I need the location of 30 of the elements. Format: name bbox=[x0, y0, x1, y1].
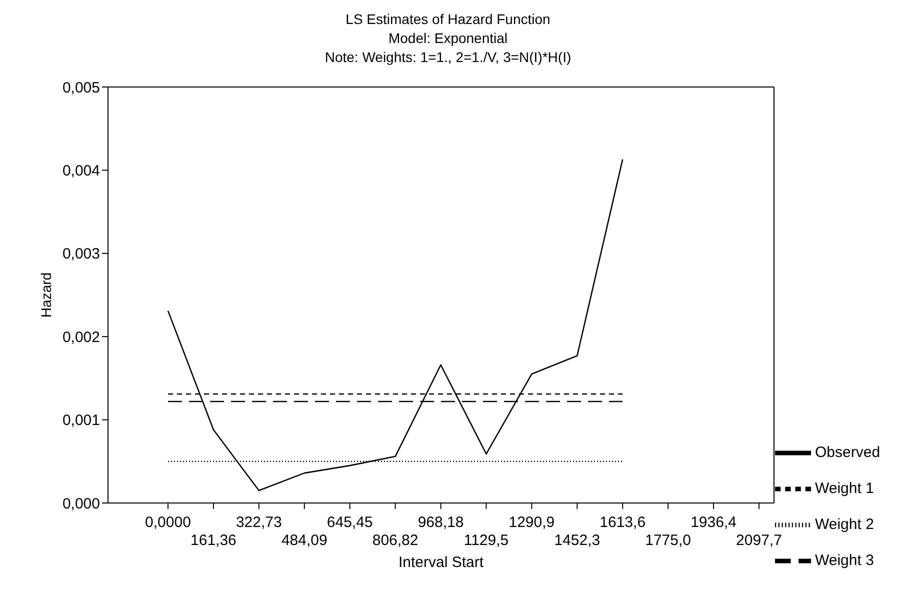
y-tick-label: 0,002 bbox=[62, 328, 100, 346]
chart-title: LS Estimates of Hazard Function bbox=[344, 10, 552, 29]
line-series bbox=[167, 158, 624, 492]
y-tick-label: 0,003 bbox=[62, 246, 100, 263]
y-tick-label: 0,001 bbox=[62, 412, 100, 430]
x-tick-label: 1613,6 bbox=[600, 514, 646, 531]
y-axis-title: Hazard bbox=[38, 272, 54, 318]
y-tick-label: 0,000 bbox=[62, 495, 100, 512]
y-tick-label: 0,004 bbox=[62, 162, 100, 180]
x-tick-label: 1290,9 bbox=[508, 514, 555, 531]
x-axis-title: Interval Start bbox=[398, 554, 484, 571]
x-tick-label: 1452,3 bbox=[554, 532, 600, 549]
legend-label: Weight 2 bbox=[815, 516, 874, 534]
x-tick-label: 2097,7 bbox=[736, 532, 782, 549]
x-tick-label: 322,73 bbox=[236, 514, 282, 531]
legend-label: Weight 1 bbox=[815, 480, 874, 498]
y-tick-label: 0,005 bbox=[62, 79, 100, 96]
chart-subtitle: Model: Exponential bbox=[387, 29, 509, 48]
legend-label: Weight 3 bbox=[815, 552, 874, 570]
legend-label: Observed bbox=[815, 444, 880, 462]
x-tick-label: 806,82 bbox=[372, 532, 418, 549]
x-tick-label: 484,09 bbox=[281, 532, 328, 549]
x-tick-label: 1936,4 bbox=[690, 514, 736, 531]
x-tick-label: 968,18 bbox=[418, 514, 464, 531]
text: Note: Weights: 1=1., 2=1./V, 3=N(I)*H(I) bbox=[324, 48, 572, 67]
x-tick-label: 161,36 bbox=[190, 532, 236, 549]
x-tick-label: 0,0000 bbox=[145, 514, 191, 531]
x-tick-label: 645,45 bbox=[326, 514, 373, 531]
x-tick-label: 1129,5 bbox=[464, 532, 509, 549]
x-tick-label: 1775,0 bbox=[645, 532, 692, 549]
